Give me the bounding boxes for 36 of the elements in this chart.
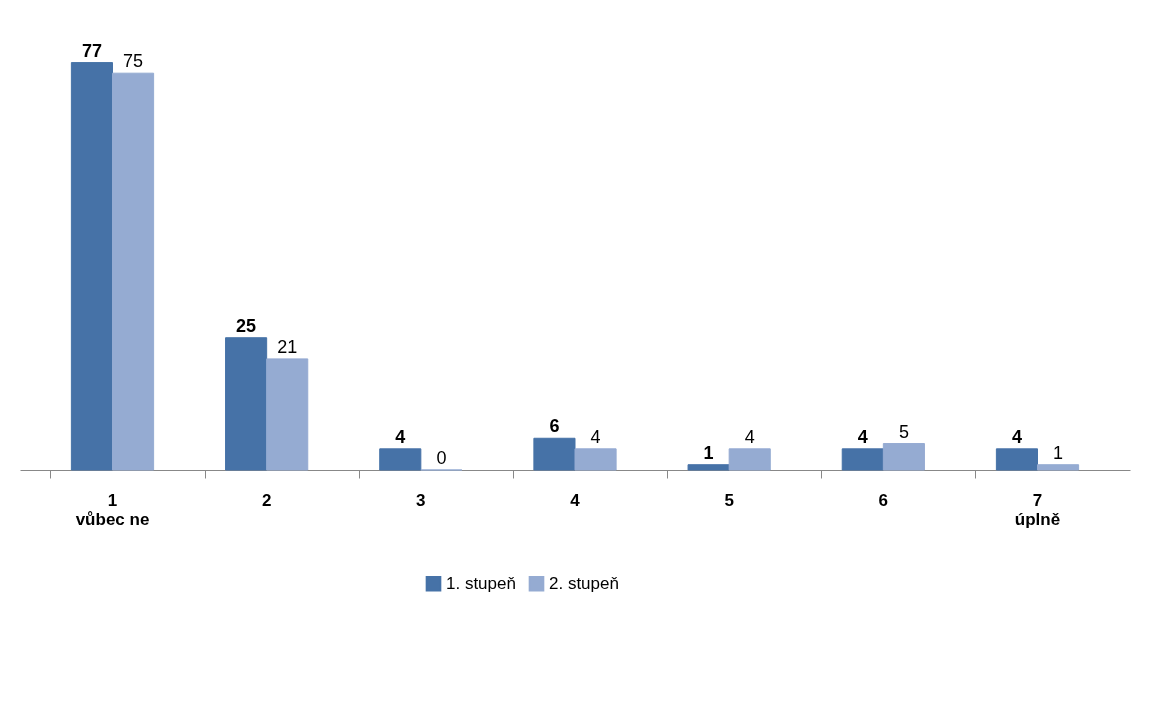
bar	[882, 443, 925, 471]
data-label: 4	[857, 426, 868, 447]
legend-label: 2. stupeň	[549, 573, 619, 593]
data-label: 4	[744, 426, 755, 447]
data-label: 0	[436, 448, 447, 468]
data-label: 25	[236, 315, 257, 336]
legend-label: 1. stupeň	[446, 573, 516, 593]
x-tick-label: 4	[570, 490, 581, 510]
bar	[533, 437, 576, 471]
data-label: 4	[1011, 426, 1022, 447]
data-label: 5	[898, 421, 909, 442]
bar	[687, 464, 730, 471]
x-tick-label: 3	[416, 490, 426, 510]
data-label: 21	[277, 336, 298, 357]
bar	[574, 448, 617, 471]
bar	[225, 337, 268, 471]
bar	[728, 448, 771, 471]
bar	[379, 448, 422, 471]
bar	[1037, 464, 1080, 471]
data-label: 77	[81, 40, 102, 61]
data-label: 1	[1053, 442, 1064, 463]
data-label: 6	[549, 416, 560, 437]
bar	[112, 72, 155, 471]
data-label: 4	[590, 426, 601, 447]
x-tick-label: 7 úplně	[1014, 490, 1061, 529]
bar	[841, 448, 884, 471]
x-tick-label: 5	[724, 490, 734, 510]
data-label: 4	[395, 426, 406, 447]
x-tick-label: 6	[878, 490, 889, 510]
bar	[995, 448, 1038, 471]
x-tick-label: 1 vůbec ne	[75, 490, 150, 529]
x-tick-label: 2	[261, 490, 272, 510]
data-label: 75	[123, 51, 144, 72]
bar	[70, 62, 113, 471]
bar	[266, 358, 309, 471]
data-label: 1	[703, 442, 714, 463]
